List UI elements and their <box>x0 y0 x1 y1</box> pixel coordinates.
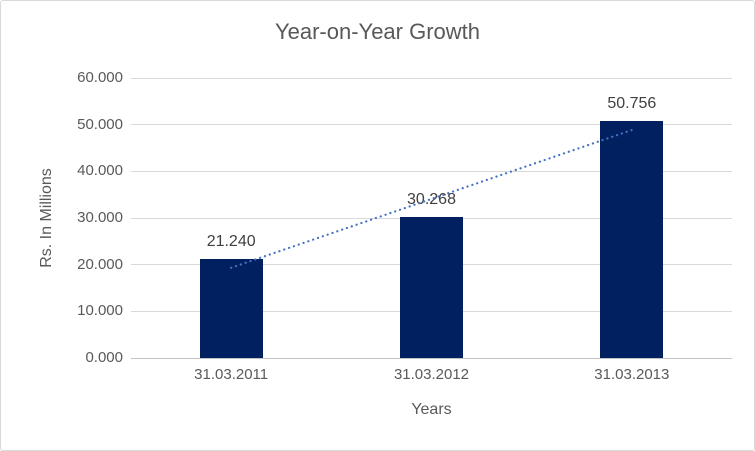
trendline <box>230 128 633 269</box>
x-tick-label: 31.03.2012 <box>393 366 470 383</box>
trendline-segment <box>230 128 633 269</box>
gridline <box>131 170 732 172</box>
bar-31.03.2012 <box>400 216 463 358</box>
y-tick-label: 40.000 <box>77 162 123 180</box>
chart-title: Year-on-Year Growth <box>274 19 481 44</box>
bar-31.03.2013 <box>600 121 664 358</box>
x-axis-title: Years <box>411 401 452 418</box>
y-tick-label: 60.000 <box>77 69 123 86</box>
y-tick-label: 50.000 <box>77 115 123 133</box>
gridline <box>131 124 732 126</box>
x-axis-line <box>131 357 732 359</box>
x-tick-label: 31.03.2013 <box>594 366 670 383</box>
y-axis-tick-labels: 0.000 10.000 20.000 30.000 40.000 50.000 60.00… <box>1 69 123 366</box>
y-tick-label: 0.000 <box>85 349 123 366</box>
plot-area: 21.240 30.268 50.756 <box>131 77 732 359</box>
y-tick-label: 30.000 <box>77 209 123 226</box>
data-label: 21.240 <box>206 232 256 250</box>
bar-31.03.2011 <box>199 258 263 358</box>
y-tick-label: 20.000 <box>77 255 123 273</box>
x-axis-tick-labels: 31.03.2011 31.03.2012 31.03.2013 <box>131 366 732 386</box>
gridline <box>131 77 732 79</box>
x-tick-label: 31.03.2011 <box>194 366 269 383</box>
y-tick-label: 10.000 <box>77 302 123 320</box>
data-label: 50.756 <box>607 95 657 113</box>
